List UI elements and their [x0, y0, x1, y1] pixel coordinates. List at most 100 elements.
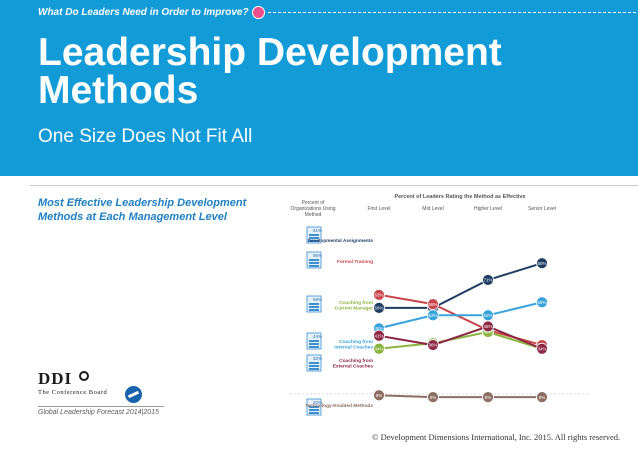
data-label: 59% [537, 300, 546, 305]
usage-column-header: Percent of Organizations Using Method [290, 200, 335, 218]
usage-value: 61% [313, 228, 322, 233]
data-label: 63% [374, 293, 383, 298]
series-label: Coaching from Current Manager [335, 300, 374, 312]
globe-icon [125, 386, 142, 403]
usage-bar [309, 409, 319, 411]
usage-value: 68% [313, 297, 322, 302]
usage-bar [309, 368, 319, 370]
ddi-logo: DDI [38, 369, 73, 388]
page-subtitle: One Size Does Not Fit All [38, 126, 253, 147]
data-label: 56% [374, 306, 383, 311]
usage-value: 95% [313, 253, 322, 258]
usage-indicator: 44% [306, 332, 322, 350]
usage-bar [309, 306, 319, 308]
usage-value: 32% [313, 400, 322, 405]
series-line [378, 301, 543, 330]
source-divider [38, 406, 164, 407]
usage-indicator: 68% [306, 295, 322, 313]
chart-title: Percent of Leaders Rating the Method as … [394, 194, 525, 200]
data-label: 36% [428, 343, 437, 348]
page-title: Leadership Development Methods [38, 31, 502, 112]
data-point [536, 257, 548, 270]
data-point [373, 301, 385, 314]
data-label: 8% [485, 395, 492, 400]
usage-value: 32% [313, 356, 322, 361]
data-label: 9% [376, 393, 383, 398]
data-point [427, 339, 439, 351]
usage-bar [309, 262, 319, 264]
data-point [373, 342, 385, 355]
data-point [373, 329, 385, 342]
data-point [482, 274, 494, 286]
dashed-divider [268, 12, 636, 13]
copyright: © Development Dimensions International, … [372, 432, 621, 442]
category-label: Mid Level [422, 206, 443, 212]
series-line [378, 330, 543, 350]
title-line-1: Leadership Development [38, 31, 502, 74]
series-group: 32% Coaching from External Coaches 41% 36% 46… [306, 320, 548, 372]
usage-bar [309, 365, 319, 367]
panel-title: Most Effective Leadership Development Me… [38, 196, 278, 224]
data-point [536, 342, 548, 355]
series-label: Coaching from External Coaches [333, 358, 374, 370]
usage-indicator: 32% [306, 354, 322, 372]
usage-bar [309, 362, 319, 364]
data-label: 8% [430, 395, 437, 400]
data-point [536, 296, 548, 309]
series-line [378, 394, 542, 399]
data-label: 80% [537, 261, 546, 266]
data-label: 52% [428, 313, 437, 318]
data-point [427, 391, 439, 404]
usage-bar [309, 309, 319, 311]
usage-value: 44% [313, 334, 322, 339]
category-label: Senior Level [528, 206, 556, 212]
usage-bar [309, 237, 319, 239]
usage-indicator: 61% [306, 226, 322, 244]
kicker-text: What Do Leaders Need in Order to Improve… [38, 7, 249, 18]
data-label: 34% [537, 346, 546, 351]
data-point [373, 288, 385, 301]
data-label: 58% [428, 302, 437, 307]
usage-bar [309, 346, 319, 348]
header-banner: What Do Leaders Need in Order to Improve… [0, 0, 638, 176]
panel-title-line-1: Most Effective Leadership Development [38, 197, 247, 209]
line-chart: Percent of Leaders Rating the Method as … [290, 194, 590, 416]
category-label: First Level [367, 206, 390, 212]
series-line [378, 325, 543, 350]
conference-board-logo: The Conference Board [38, 389, 108, 396]
usage-bar [309, 340, 319, 342]
source-note: Global Leadership Forecast 2014|2015 [38, 409, 159, 416]
panel-title-line-2: Methods at Each Management Level [38, 211, 227, 223]
data-point [373, 389, 385, 402]
usage-bar [309, 265, 319, 267]
data-point [482, 391, 494, 404]
series-line [379, 262, 543, 309]
data-point [482, 320, 494, 333]
data-label: 45% [374, 326, 383, 331]
usage-indicator: 95% [306, 251, 322, 269]
usage-bar [309, 240, 319, 242]
title-line-2: Methods [38, 69, 199, 112]
usage-bar [309, 412, 319, 414]
data-point [427, 309, 439, 322]
data-label: 46% [483, 324, 492, 329]
series-group: 44% Coaching from Internal Coaches 45% 52% 52… [306, 296, 548, 351]
chart-panel [30, 185, 638, 425]
category-label: Higher Level [474, 206, 502, 212]
accent-dot [252, 6, 265, 19]
data-label: 71% [483, 278, 492, 283]
usage-indicator: 32% [306, 398, 322, 416]
usage-bar [309, 343, 319, 345]
data-label: 52% [483, 313, 492, 318]
usage-bar [309, 234, 319, 236]
series-label: Coaching from Internal Coaches [334, 339, 373, 351]
usage-bar [309, 259, 319, 261]
series-label: Developmental Assignments [308, 238, 374, 244]
data-label: 8% [539, 395, 546, 400]
series-label: Technology-Enabled Methods [305, 403, 373, 409]
ddi-logo-mark [79, 371, 89, 381]
data-point [536, 391, 548, 404]
usage-bar [309, 303, 319, 305]
data-label: 41% [374, 333, 383, 338]
